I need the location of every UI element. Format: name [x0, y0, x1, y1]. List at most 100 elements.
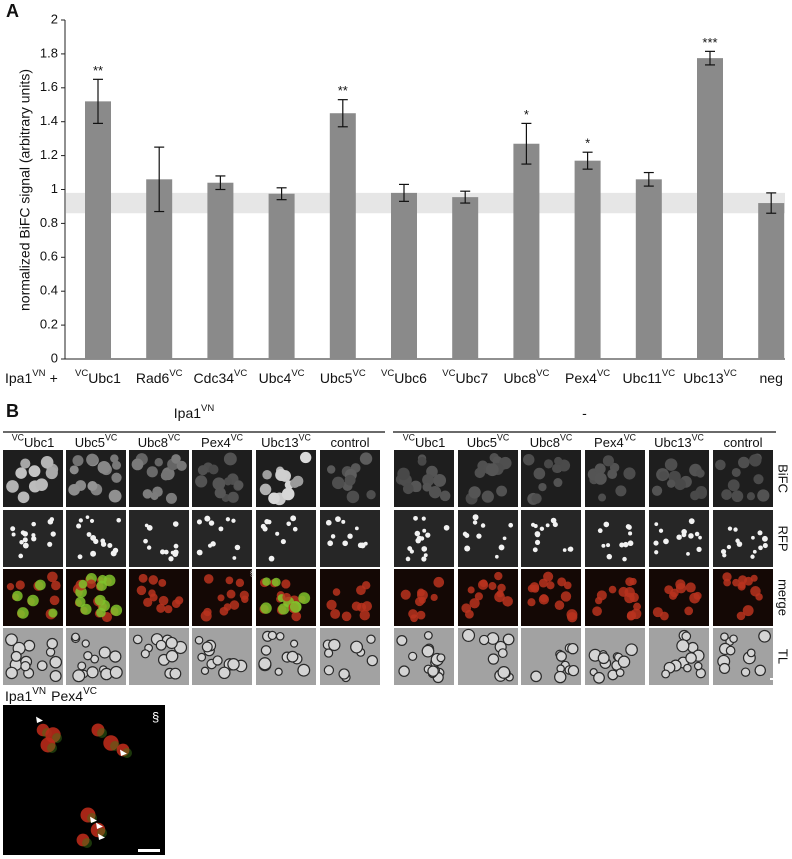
label-part: VC	[724, 368, 737, 379]
micrograph	[66, 569, 126, 626]
cell	[267, 630, 277, 641]
cell	[338, 668, 350, 680]
label-part: -	[582, 405, 587, 421]
label-part: Ubc11	[622, 370, 662, 386]
cell	[268, 555, 275, 562]
cell	[683, 663, 692, 673]
cell	[530, 522, 536, 527]
label-part: Ubc8	[138, 435, 168, 450]
cell	[203, 607, 212, 617]
cell	[670, 588, 679, 598]
cell	[625, 524, 631, 530]
cell	[229, 600, 240, 610]
cell	[396, 635, 408, 646]
micrograph	[713, 510, 773, 567]
cell	[158, 595, 169, 606]
cell	[366, 654, 379, 667]
cell	[749, 454, 762, 467]
cell	[96, 607, 106, 618]
cell	[421, 556, 427, 562]
cell	[439, 490, 451, 502]
micrograph	[66, 510, 126, 567]
cell	[22, 542, 29, 549]
cell	[474, 592, 483, 601]
cell	[208, 464, 219, 475]
cell	[146, 545, 152, 550]
label: -	[582, 405, 587, 421]
cell	[464, 609, 474, 619]
bar	[758, 203, 785, 359]
label: Pex4VC	[594, 433, 637, 451]
cell	[715, 459, 726, 471]
y-tick-label: 1.2	[40, 147, 58, 162]
cell	[235, 578, 245, 588]
cell	[597, 528, 603, 534]
label: Cdc34VC	[194, 368, 248, 386]
cell	[281, 487, 295, 501]
micrograph-bg	[129, 510, 189, 567]
label: VCUbc7	[442, 368, 488, 386]
cell	[10, 526, 16, 532]
cell	[76, 833, 90, 847]
cell	[758, 629, 771, 643]
cell	[45, 647, 56, 657]
cell	[538, 482, 547, 492]
cell	[146, 466, 158, 478]
label: Pex4VC	[201, 433, 244, 451]
cell	[397, 467, 410, 481]
cell	[603, 521, 610, 528]
micrograph	[521, 510, 581, 567]
cell	[195, 475, 208, 488]
cell	[757, 530, 763, 536]
cell	[422, 482, 432, 492]
cell	[290, 515, 297, 522]
cell	[752, 549, 757, 554]
label-part: Ubc5	[467, 435, 497, 450]
cell	[94, 594, 106, 606]
cell	[630, 608, 642, 620]
cell	[326, 465, 336, 474]
label-part: VC	[234, 368, 247, 379]
cell	[323, 648, 334, 658]
cell	[78, 518, 83, 523]
cell	[241, 595, 249, 604]
label: Ubc8VC	[503, 368, 549, 386]
cell	[366, 634, 376, 644]
error-bar	[643, 171, 654, 187]
arrowhead	[120, 749, 127, 756]
label-part: VC	[381, 368, 394, 379]
cell	[622, 556, 627, 562]
cell	[98, 646, 111, 659]
cell	[143, 538, 148, 544]
cell	[398, 665, 410, 677]
cell	[201, 641, 213, 653]
cell	[91, 723, 105, 737]
micrograph	[521, 450, 581, 507]
micrograph	[585, 450, 645, 507]
micrograph	[649, 450, 709, 507]
micrograph	[320, 569, 380, 626]
micrograph-bg	[585, 510, 645, 567]
micrograph	[192, 569, 252, 626]
cell	[732, 578, 740, 587]
significance: *	[524, 107, 529, 122]
cell	[722, 553, 727, 558]
label: VCUbc1	[403, 433, 446, 451]
cell	[103, 574, 116, 587]
cell	[154, 458, 163, 467]
cell	[417, 456, 427, 466]
cell	[762, 543, 768, 549]
error-bar	[460, 190, 471, 204]
label: Pex4VC	[565, 368, 610, 386]
cell	[413, 515, 418, 521]
cell	[231, 518, 236, 523]
cell	[97, 728, 107, 738]
cell	[653, 540, 659, 546]
cell	[408, 609, 418, 619]
cell	[75, 596, 86, 608]
cell	[757, 489, 770, 502]
marker: §	[152, 709, 159, 724]
label-part: VN	[32, 686, 46, 697]
label: Ubc13VC	[654, 433, 704, 451]
cell	[476, 533, 482, 539]
